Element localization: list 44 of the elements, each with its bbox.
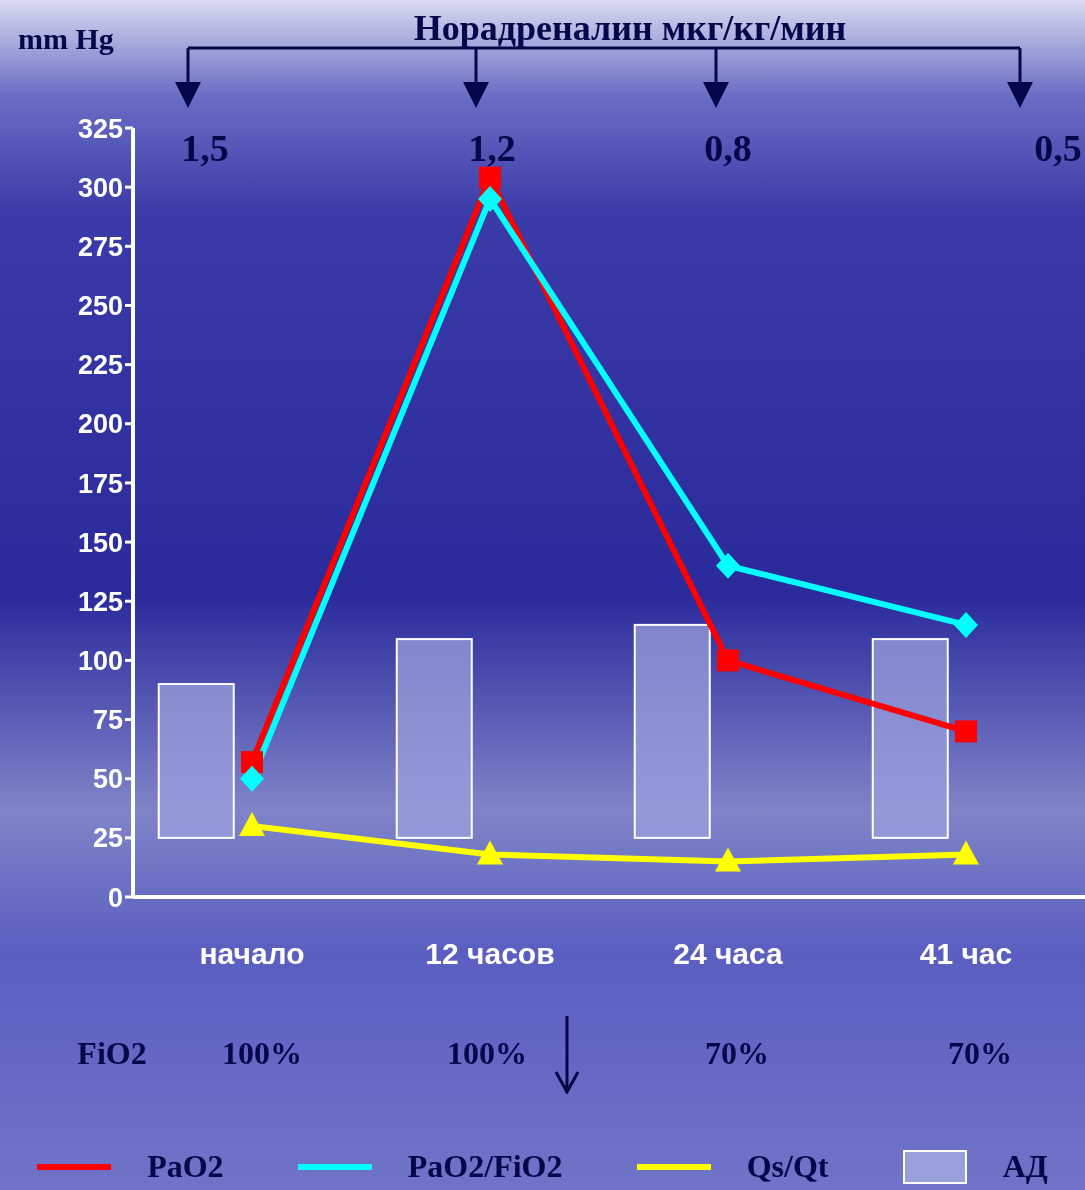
- text: Норадреналин мкг/кг/мин: [413, 7, 847, 49]
- text: 70%: [705, 1034, 769, 1072]
- point: [240, 765, 264, 792]
- y-tick-label: 125: [77, 586, 123, 617]
- y-tick-label: 50: [92, 764, 123, 795]
- point: [239, 812, 265, 837]
- y-tick-label: 175: [77, 468, 123, 499]
- point: [478, 185, 502, 212]
- x-tick-label: 41 час: [919, 937, 1013, 971]
- legend-label: АД: [1002, 1148, 1048, 1185]
- text: 100%: [222, 1034, 302, 1072]
- legend-label: PaO2/FiO2: [407, 1148, 563, 1185]
- point: [953, 840, 979, 865]
- x-tick-label: 12 часов: [425, 937, 555, 971]
- y-tick-label: 25: [92, 823, 123, 854]
- text: 100%: [447, 1034, 527, 1072]
- annotation: 1,2: [468, 126, 516, 170]
- y-tick-label: 0: [107, 882, 123, 913]
- y-tick-label: 200: [77, 409, 123, 440]
- y-tick-label: 100: [77, 645, 123, 676]
- y-tick-label: 325: [77, 113, 123, 144]
- point: [955, 720, 977, 743]
- x-tick-label: начало: [199, 937, 305, 971]
- point: [479, 166, 501, 189]
- y-tick-label: 75: [92, 705, 123, 736]
- y-tick-label: 150: [77, 527, 123, 558]
- point: [477, 840, 503, 865]
- point: [954, 611, 978, 638]
- y-tick-label: 225: [77, 350, 123, 381]
- point: [715, 847, 741, 872]
- point: [716, 552, 740, 579]
- point: [717, 649, 739, 672]
- legend-label: Qs/Qt: [746, 1148, 829, 1185]
- y-tick-label: 275: [77, 231, 123, 262]
- y-tick-label: 250: [77, 291, 123, 322]
- x-tick-label: 24 часа: [673, 937, 784, 971]
- legend-label: PaO2: [147, 1148, 224, 1185]
- text: FiO2: [77, 1034, 147, 1072]
- y-axis-title: mm Hg: [18, 22, 114, 56]
- y-tick-label: 300: [77, 172, 123, 203]
- text: 70%: [948, 1034, 1012, 1072]
- annotation: 1,5: [181, 126, 229, 170]
- annotation: 0,8: [704, 126, 752, 170]
- annotation: 0,5: [1034, 126, 1082, 170]
